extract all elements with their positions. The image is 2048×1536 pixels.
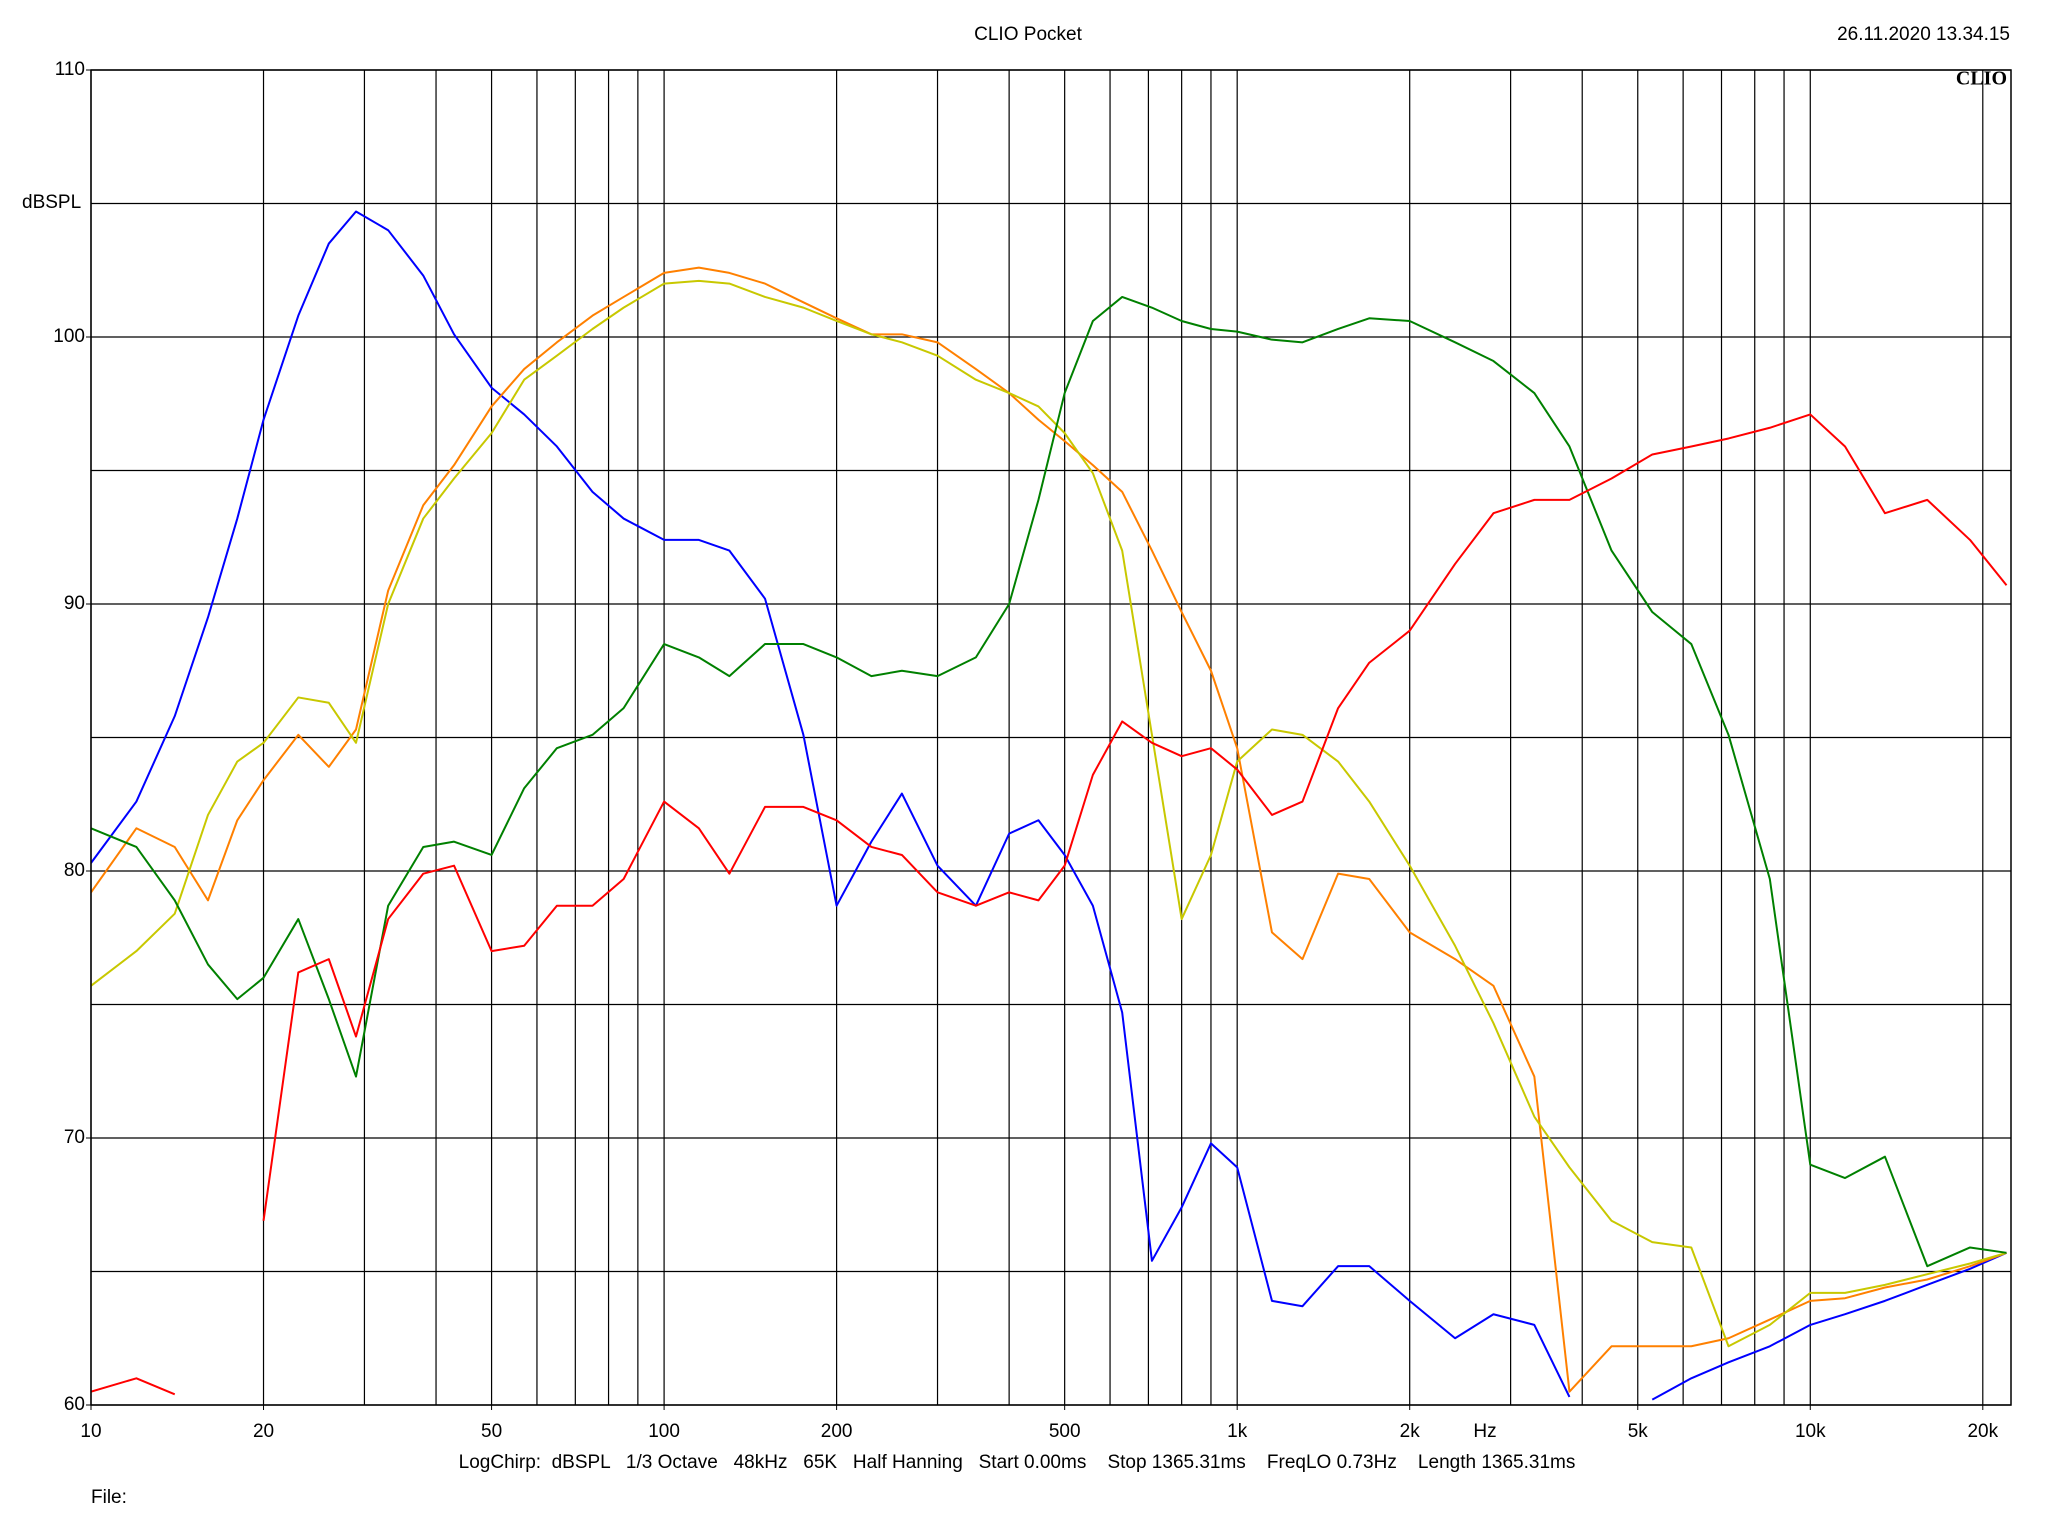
x-tick-label: 20 xyxy=(253,1421,274,1442)
series-line xyxy=(91,295,2007,1268)
x-tick-label: 20k xyxy=(1967,1421,1998,1442)
x-tick-label: 500 xyxy=(1049,1421,1081,1442)
y-tick-label: 90 xyxy=(64,593,85,614)
y-tick-label: 110 xyxy=(55,59,85,80)
y-axis-label: dBSPL xyxy=(22,192,81,213)
series-line xyxy=(91,279,2007,1348)
x-tick-label: 5k xyxy=(1628,1421,1649,1442)
y-tick-label: 60 xyxy=(64,1394,85,1415)
series-line xyxy=(91,266,2007,1393)
x-tick-label: 1k xyxy=(1227,1421,1248,1442)
file-label: File: xyxy=(91,1487,127,1508)
x-tick-label: 200 xyxy=(821,1421,853,1442)
logo: CLIO xyxy=(1956,68,2007,90)
y-tick-label: 70 xyxy=(64,1127,85,1148)
series-line xyxy=(262,413,2008,1221)
series-line xyxy=(91,210,1571,1398)
x-tick-label: 10k xyxy=(1795,1421,1826,1442)
y-tick-label: 100 xyxy=(53,326,85,347)
x-tick-label: 2k xyxy=(1400,1421,1421,1442)
chart-title: CLIO Pocket xyxy=(974,24,1082,45)
footer-info: LogChirp: dBSPL 1/3 Octave 48kHz 65K Hal… xyxy=(459,1452,1576,1473)
x-tick-label: 50 xyxy=(481,1421,502,1442)
x-tick-label: 100 xyxy=(648,1421,680,1442)
series-line xyxy=(91,1377,176,1396)
timestamp: 26.11.2020 13.34.15 xyxy=(1837,24,2010,45)
y-tick-label: 80 xyxy=(64,860,85,881)
x-tick-label: 10 xyxy=(80,1421,101,1442)
x-axis-label: Hz xyxy=(1473,1421,1496,1442)
plot-frame xyxy=(90,69,2012,1406)
series-line xyxy=(1651,1251,2007,1401)
